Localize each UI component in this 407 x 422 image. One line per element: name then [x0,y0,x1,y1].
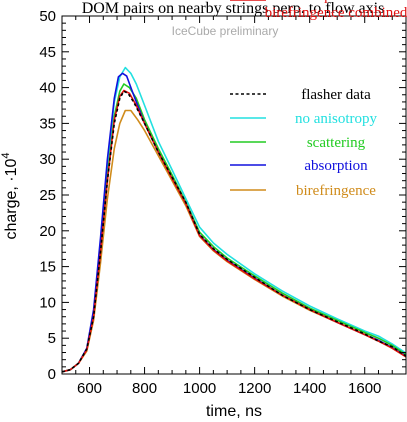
x-tick-label: 1600 [348,380,381,397]
x-tick-label: 1400 [293,380,326,397]
y-tick-label: 15 [39,259,56,276]
y-tick-label: 30 [39,151,56,168]
legend-label-4: birefringence [296,183,376,199]
legend-label-line: birefringence [296,183,376,199]
y-tick-label: 5 [48,330,56,347]
y-tick-label: 50 [39,8,56,25]
legend-label-5: absorption andbirefringence combined [265,0,407,21]
legend-label-line: birefringence combined [265,5,407,21]
legend-label-line: no anisotropy [295,111,378,127]
legend-label-line: absorption and [292,0,381,4]
x-axis-label: time, ns [206,403,262,420]
legend-label-line: absorption [304,158,368,174]
legend-label-line: scattering [307,135,366,151]
y-tick-label: 20 [39,223,56,240]
legend-label-3: absorption [304,158,368,174]
y-axis-label: charge, ·104 [0,152,20,239]
legend-label-0: flasher data [301,87,371,103]
x-tick-label: 1200 [238,380,271,397]
x-tick-label: 1000 [183,380,216,397]
preliminary-annotation: IceCube preliminary [172,24,279,38]
y-axis-label-text: charge, ·10 [3,158,20,239]
y-tick-label: 0 [48,366,56,383]
legend-label-line: flasher data [301,87,371,103]
y-tick-label: 40 [39,80,56,97]
y-tick-label: 10 [39,294,56,311]
x-tick-label: 800 [132,380,157,397]
plot-marks [61,66,407,373]
legend: flasher data no anisotropy scattering absor… [230,0,407,199]
y-tick-label: 35 [39,115,56,132]
legend-label-2: scattering [307,135,366,151]
series-line-0 [61,90,407,373]
x-tick-label: 600 [77,380,102,397]
axes: 600 800 1000 1200 1400 1600 0 5 10 15 20 25 30 35 40 45… [39,8,407,397]
y-axis-label-exponent: 4 [0,152,12,158]
chart-title: DOM pairs on nearby strings perp. to flo… [82,0,385,17]
y-tick-label: 45 [39,44,56,61]
y-tick-label: 25 [39,187,56,204]
legend-label-1: no anisotropy [295,111,378,127]
